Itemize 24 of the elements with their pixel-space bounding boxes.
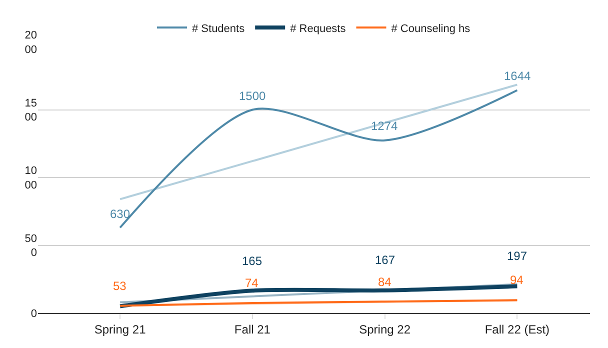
data-label: 167 xyxy=(375,253,396,267)
legend-label: # Students xyxy=(192,22,246,35)
line-series xyxy=(119,84,518,200)
y-tick-label: 0 xyxy=(30,308,37,320)
legend-label: # Requests xyxy=(290,22,346,35)
data-label: 53 xyxy=(113,279,127,293)
legend-label: # Counseling hs xyxy=(391,22,471,35)
data-label: 1274 xyxy=(371,119,398,133)
x-tick-label: Spring 22 xyxy=(359,322,411,336)
y-tick-label: 50 0 xyxy=(24,232,37,260)
data-label: 84 xyxy=(378,275,392,289)
data-label: 94 xyxy=(510,273,524,287)
x-tick-label: Fall 21 xyxy=(234,322,271,336)
y-tick-label: 15 00 xyxy=(24,97,37,124)
y-tick-label: 10 00 xyxy=(24,165,37,192)
data-label: 74 xyxy=(245,276,259,290)
data-label: 197 xyxy=(507,249,528,263)
x-tick-label: Fall 22 (Est) xyxy=(484,322,550,336)
data-label: 165 xyxy=(242,254,262,268)
x-tick-label: Spring 21 xyxy=(94,322,146,336)
y-tick-label: 20 00 xyxy=(24,30,37,56)
data-label: 630 xyxy=(110,207,130,221)
data-label: 1644 xyxy=(504,69,532,83)
data-label: 1500 xyxy=(239,89,266,103)
